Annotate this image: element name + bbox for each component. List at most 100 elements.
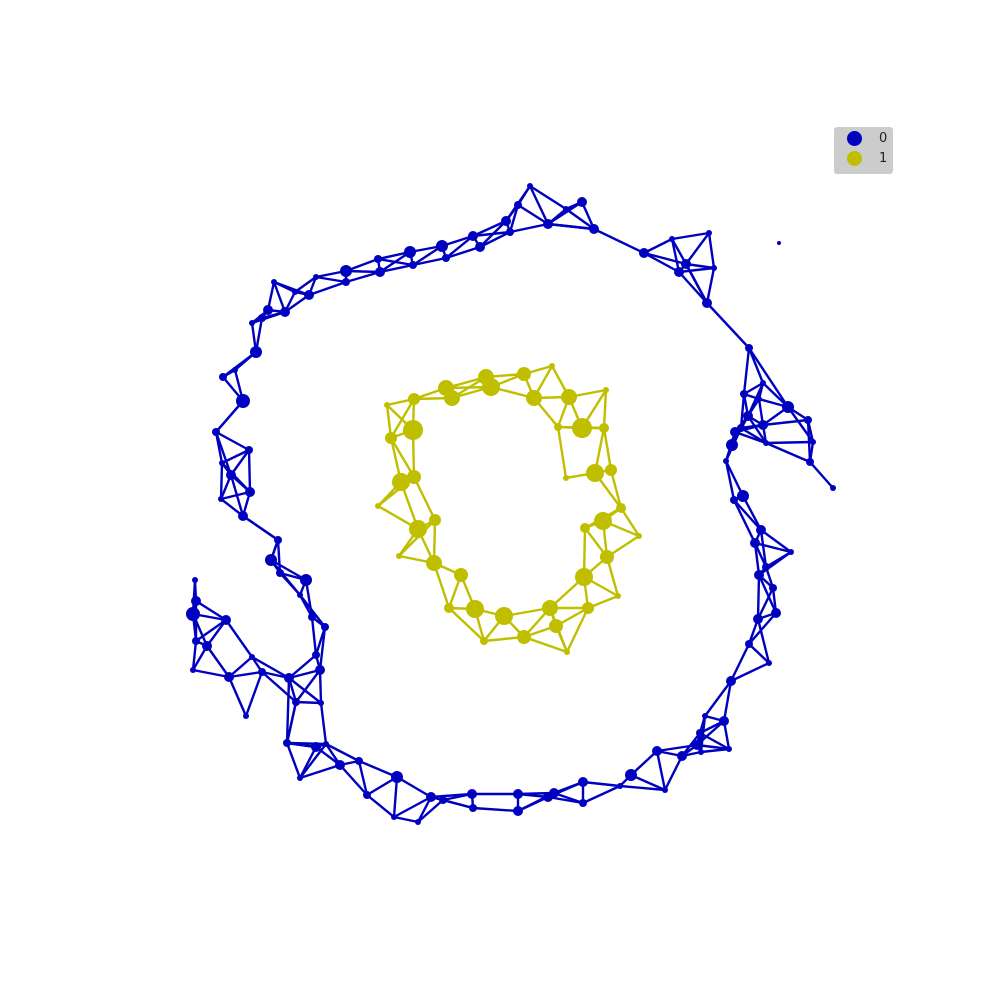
class-0-node xyxy=(806,458,814,466)
class-0-edge xyxy=(247,449,252,493)
class-0-node xyxy=(292,289,298,295)
class-0-edge xyxy=(261,671,297,703)
class-0-node xyxy=(577,197,587,207)
class-0-node xyxy=(219,460,225,466)
class-0-edge xyxy=(251,655,290,680)
class-0-node xyxy=(271,279,277,285)
class-0-edge xyxy=(787,406,814,443)
class-0-node xyxy=(756,525,766,535)
class-1-node xyxy=(582,602,594,614)
class-0-node xyxy=(771,608,781,618)
class-0-node xyxy=(236,394,250,408)
class-0-edge xyxy=(655,750,667,791)
class-1-node xyxy=(408,393,420,405)
class-0-edge xyxy=(742,347,751,395)
class-0-edge xyxy=(553,791,584,805)
class-0-edge xyxy=(229,474,245,517)
class-0-edge xyxy=(630,773,666,792)
class-0-node xyxy=(404,246,416,258)
legend-label-0: 0 xyxy=(879,131,888,146)
class-0-edge xyxy=(396,775,432,799)
class-0-node xyxy=(681,259,691,269)
class-1-node xyxy=(599,423,609,433)
class-0-edge xyxy=(663,755,684,791)
class-0-node xyxy=(300,574,312,586)
class-0-node xyxy=(342,278,350,286)
class-0-node xyxy=(321,623,329,631)
class-1-node xyxy=(444,390,460,406)
class-0-node xyxy=(674,267,684,277)
class-0-node xyxy=(543,219,553,229)
class-0-node xyxy=(527,183,533,189)
class-0-edge xyxy=(593,227,645,255)
class-0-edge xyxy=(565,208,595,230)
class-0-node xyxy=(726,746,732,752)
class-0-edge xyxy=(195,619,227,642)
class-0-edge xyxy=(756,587,775,620)
class-0-edge xyxy=(310,616,318,656)
class-0-node xyxy=(439,796,447,804)
class-0-node xyxy=(737,424,745,432)
class-0-edge xyxy=(272,281,287,313)
class-0-node xyxy=(219,373,227,381)
class-0-node xyxy=(323,741,329,747)
class-0-edge xyxy=(366,794,395,818)
class-0-edge xyxy=(517,203,549,226)
class-0-node xyxy=(312,651,320,659)
class-0-edge xyxy=(730,661,770,683)
class-0-edge xyxy=(704,680,732,717)
class-0-edge xyxy=(739,393,746,429)
class-1-node xyxy=(616,503,626,513)
class-0-edge xyxy=(345,270,381,284)
class-0-edge xyxy=(671,231,710,241)
class-0-node xyxy=(669,236,675,242)
class-0-edge xyxy=(472,219,507,238)
class-0-node xyxy=(263,305,273,315)
class-0-node xyxy=(549,788,559,798)
class-0-node xyxy=(391,814,397,820)
class-1-node xyxy=(603,387,609,393)
class-0-node xyxy=(186,607,200,621)
class-0-edge xyxy=(318,669,323,704)
class-0-node xyxy=(711,265,717,271)
class-0-node xyxy=(249,320,255,326)
class-0-node xyxy=(313,274,319,280)
class-0-node xyxy=(692,740,702,750)
class-0-node xyxy=(750,538,760,548)
class-0-edge xyxy=(670,238,681,273)
class-0-edge xyxy=(430,795,474,810)
class-0-edge xyxy=(206,645,230,678)
class-0-nodes xyxy=(186,183,836,825)
class-0-edge xyxy=(762,418,809,427)
class-0-node xyxy=(769,584,777,592)
class-0-edge xyxy=(809,461,834,489)
class-0-node xyxy=(284,673,294,683)
class-0-edge xyxy=(357,760,369,796)
class-1-edge xyxy=(398,519,436,557)
class-0-node xyxy=(232,367,238,373)
class-0-edge xyxy=(722,680,733,722)
class-0-node xyxy=(265,554,277,566)
class-0-node xyxy=(501,216,511,226)
class-0-edge xyxy=(734,430,767,445)
class-0-node xyxy=(274,536,282,544)
class-0-edge xyxy=(756,574,761,620)
class-0-edge xyxy=(758,551,792,576)
class-1-node xyxy=(636,533,642,539)
class-0-node xyxy=(740,390,748,398)
class-0-node xyxy=(340,265,352,277)
class-0-edge xyxy=(741,495,763,531)
class-0-node xyxy=(426,792,436,802)
class-1-node xyxy=(480,637,488,645)
class-0-node xyxy=(243,713,249,719)
class-0-edge xyxy=(472,230,511,238)
class-0-edge xyxy=(285,701,298,744)
class-0-node xyxy=(513,789,523,799)
class-1-node xyxy=(561,389,577,405)
class-0-edge xyxy=(285,677,291,744)
class-0-edge xyxy=(276,539,282,574)
class-0-node xyxy=(280,307,290,317)
class-0-edge xyxy=(417,799,444,823)
class-0-edge xyxy=(251,310,286,325)
class-0-edge xyxy=(393,815,419,824)
